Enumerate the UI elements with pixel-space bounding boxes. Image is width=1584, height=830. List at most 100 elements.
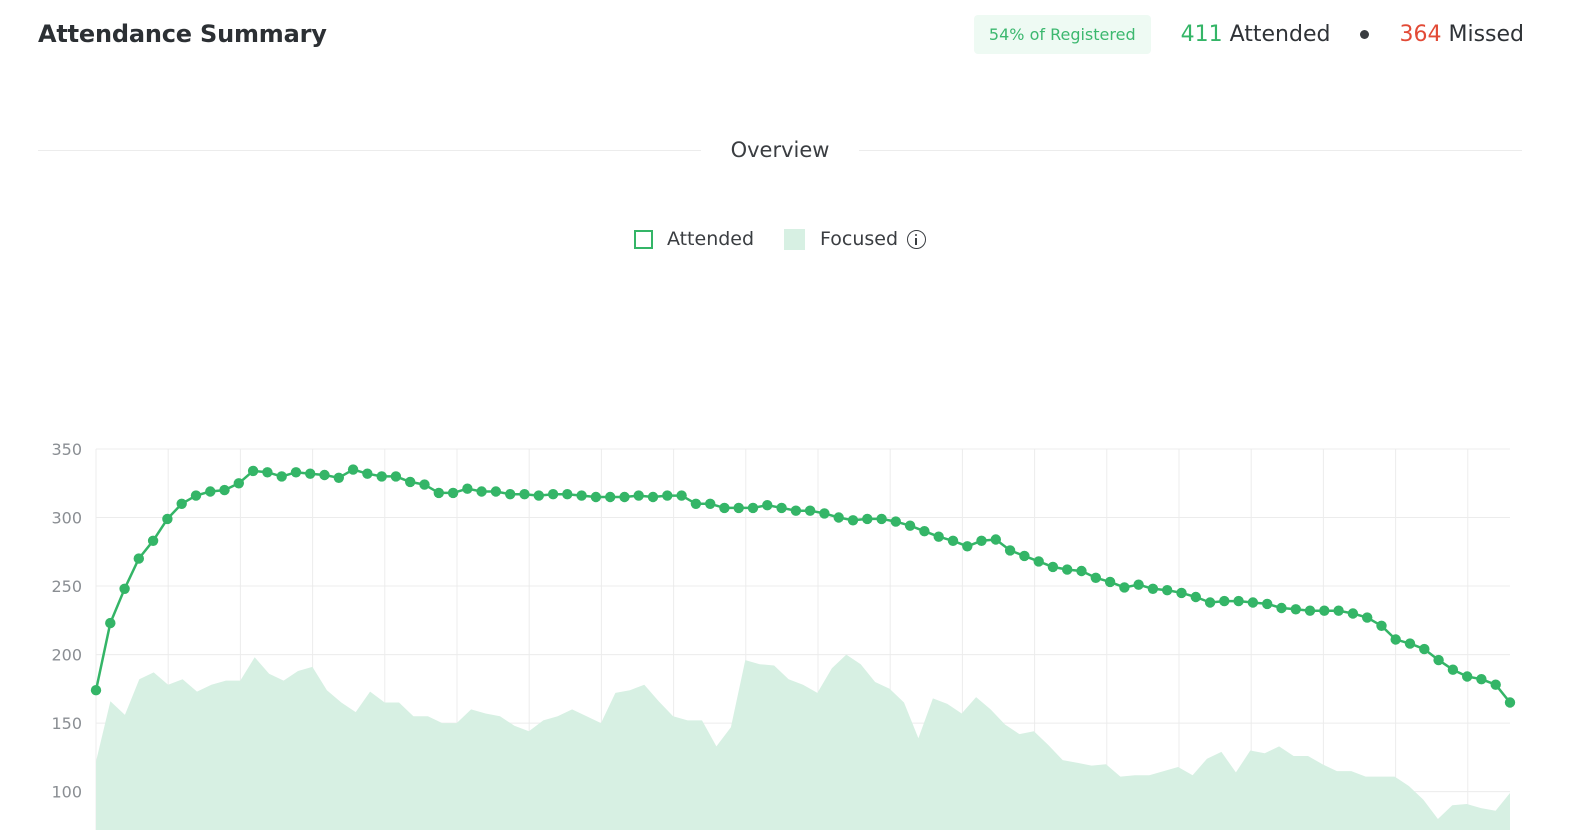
attended-point — [562, 489, 573, 500]
missed-stat: 364 Missed — [1399, 22, 1524, 47]
attended-point — [147, 535, 159, 546]
attended-point — [747, 502, 759, 514]
attended-point — [1476, 674, 1487, 685]
attended-point — [505, 489, 516, 500]
attended-point — [1033, 556, 1044, 567]
attended-point — [419, 479, 430, 490]
attended-stat: 411 Attended — [1181, 22, 1331, 47]
attended-point — [476, 486, 487, 497]
header: Attendance Summary 54% of Registered 411… — [38, 12, 1524, 56]
attended-point — [676, 490, 687, 501]
focused-swatch — [784, 228, 806, 250]
attended-point — [876, 513, 887, 525]
attended-point — [319, 469, 330, 481]
attended-point — [205, 486, 216, 497]
divider-line-left — [38, 149, 701, 151]
attended-point — [519, 489, 530, 500]
attended-point — [305, 468, 316, 479]
attended-point — [1233, 595, 1244, 607]
attended-point — [1262, 598, 1273, 610]
attended-point — [605, 491, 616, 503]
y-tick-label: 100 — [51, 783, 82, 802]
attended-point — [819, 508, 830, 519]
attended-point — [1304, 605, 1316, 616]
attended-point — [1176, 587, 1187, 599]
attended-point — [662, 490, 673, 501]
attended-point — [176, 498, 187, 509]
attended-point — [162, 513, 173, 525]
y-tick-label: 250 — [51, 577, 82, 596]
legend-focused-label: Focused — [820, 228, 899, 250]
attended-point — [1419, 643, 1430, 655]
attended-point — [919, 526, 930, 537]
attended-line-layer — [90, 464, 1516, 708]
attended-point — [1376, 620, 1387, 631]
missed-stat-label: Missed — [1448, 21, 1524, 47]
attended-point — [776, 502, 787, 514]
attended-point — [619, 491, 630, 503]
legend-item-attended[interactable]: Attended — [633, 228, 755, 250]
attended-point — [1390, 634, 1401, 645]
attended-point — [290, 467, 302, 478]
attended-point — [1104, 576, 1116, 588]
focused-area-layer — [96, 654, 1510, 830]
divider-line-right — [859, 149, 1522, 151]
attended-point — [1504, 697, 1516, 708]
attended-point — [833, 512, 844, 523]
attended-point — [1204, 597, 1216, 608]
y-tick-label: 200 — [51, 646, 82, 665]
attended-point — [1319, 605, 1330, 616]
attended-point — [105, 617, 116, 629]
attended-point — [790, 505, 802, 516]
attended-point — [1333, 605, 1344, 616]
attended-point — [433, 487, 444, 499]
attended-point — [1404, 638, 1416, 649]
attended-point — [262, 467, 273, 478]
attended-point — [1447, 664, 1459, 675]
attended-point — [962, 541, 973, 552]
attended-point — [1290, 604, 1302, 615]
attended-point — [1490, 679, 1501, 690]
attended-point — [976, 535, 987, 546]
attended-point — [576, 490, 587, 501]
attended-point — [1004, 545, 1016, 556]
attended-point — [1133, 579, 1144, 590]
attended-point — [590, 491, 602, 503]
attended-point — [333, 472, 344, 483]
y-tick-label: 150 — [51, 714, 82, 733]
attended-point — [1190, 591, 1202, 603]
attended-point — [933, 531, 944, 542]
attended-point — [376, 471, 387, 482]
registered-percent-badge: 54% of Registered — [973, 14, 1151, 54]
attended-point — [633, 490, 644, 501]
attended-point — [276, 471, 287, 482]
attended-point — [447, 487, 459, 499]
attended-point — [1219, 595, 1230, 607]
attended-point — [1276, 602, 1287, 614]
attended-line — [94, 468, 1511, 704]
attended-point — [1433, 654, 1444, 666]
attended-point — [462, 483, 473, 494]
attended-point — [390, 471, 402, 482]
attended-point — [690, 498, 702, 509]
attended-stat-label: Attended — [1229, 21, 1331, 47]
attended-point — [1019, 550, 1030, 562]
attended-point — [247, 465, 259, 477]
attended-point — [705, 498, 716, 509]
attended-point — [1462, 671, 1473, 682]
attended-point — [647, 491, 659, 503]
missed-count: 364 — [1399, 21, 1442, 47]
page-title: Attendance Summary — [38, 20, 327, 48]
attended-point — [1362, 612, 1373, 623]
attended-point — [1147, 583, 1159, 594]
attended-point — [804, 505, 816, 516]
legend-item-focused[interactable]: Focused — [784, 228, 927, 250]
attended-point — [990, 534, 1001, 545]
info-icon[interactable] — [907, 229, 927, 249]
legend-attended-label: Attended — [666, 228, 755, 250]
y-axis: 100 150 200 250 300 350 — [51, 440, 82, 802]
attended-point — [362, 468, 373, 479]
attended-point — [1076, 565, 1087, 577]
attended-point — [90, 685, 102, 696]
